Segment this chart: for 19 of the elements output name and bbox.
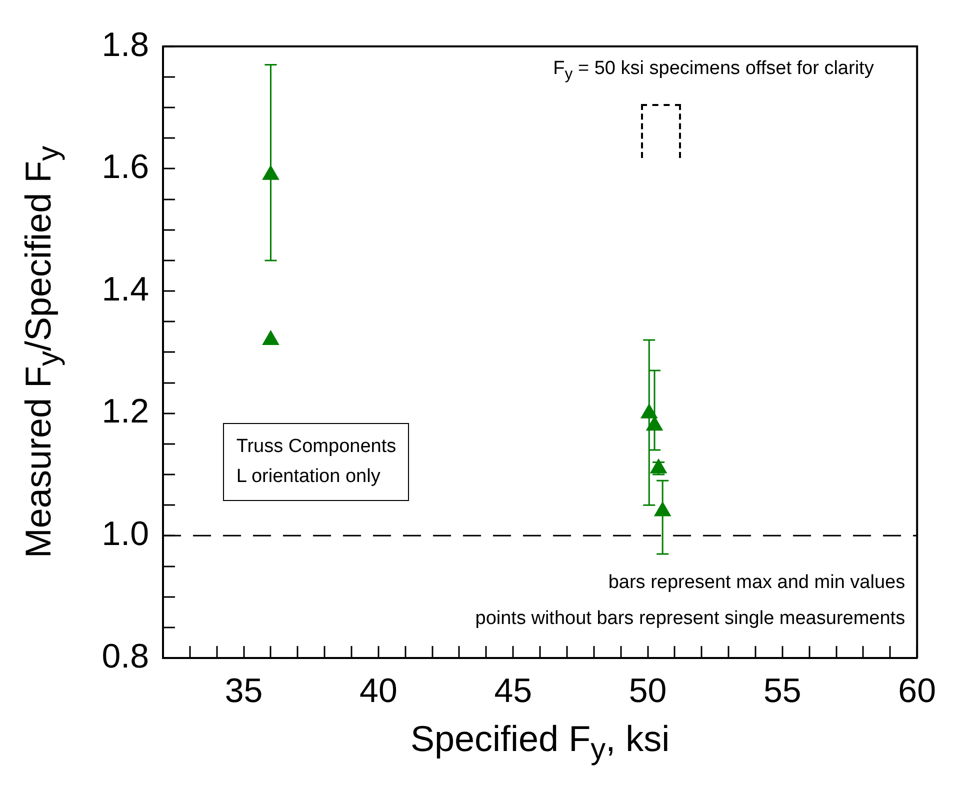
- y-tick-label: 1.6: [102, 148, 149, 186]
- y-tick-label: 0.8: [102, 637, 149, 676]
- x-tick-label: 35: [224, 672, 263, 710]
- y-tick-label: 1.8: [102, 26, 149, 64]
- point: [262, 330, 280, 345]
- annotation: bars represent max and min values: [608, 572, 906, 594]
- x-tick-label: 45: [494, 672, 532, 710]
- x-tick-label: 40: [360, 672, 398, 710]
- x-axis-title: Specified F$_{y}$, ksi: [410, 718, 670, 768]
- y-tick-label: 1.2: [102, 392, 149, 431]
- y-tick-label: 1.4: [102, 270, 149, 308]
- x-tick-label: 50: [628, 672, 667, 710]
- annotation: points without bars represent single measurements: [475, 608, 906, 630]
- annotation: L orientation only: [236, 464, 382, 489]
- annotation: Truss Components: [236, 434, 396, 459]
- y-tick-label: 1.0: [102, 515, 149, 554]
- x-tick-label: 55: [764, 672, 802, 710]
- x-tick-label: 60: [898, 672, 936, 710]
- annotation: F$_{y}$ = 50 ksi specimens offset for clarity: [553, 58, 874, 84]
